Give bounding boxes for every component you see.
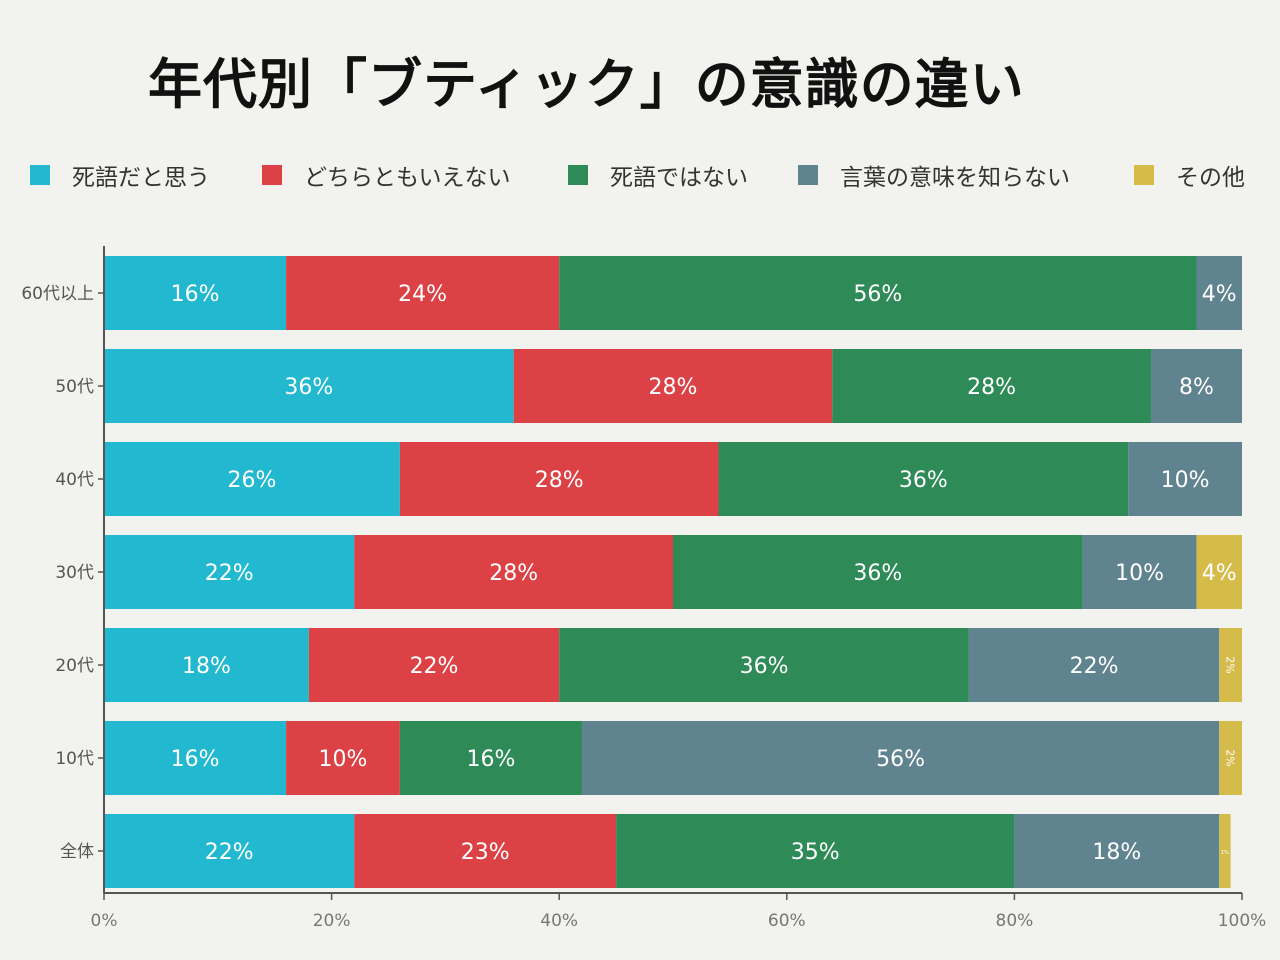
legend-swatch-unknown [798, 165, 818, 185]
legend-label-dochira: どちらともいえない [304, 165, 511, 191]
legend-label-unknown: 言葉の意味を知らない [840, 165, 1070, 191]
data-label: 24% [398, 282, 447, 307]
data-label: 22% [1070, 654, 1119, 679]
legend-item-shigo: 死語だと思う [30, 160, 210, 191]
x-tick-label: 0% [91, 911, 118, 931]
legend-item-unknown: 言葉の意味を知らない [798, 160, 1070, 191]
data-label: 36% [899, 468, 948, 493]
data-label: 36% [740, 654, 789, 679]
data-label: 36% [284, 375, 333, 400]
data-label: 28% [967, 375, 1016, 400]
bar-segment [399, 442, 719, 516]
data-label: 10% [1161, 468, 1210, 493]
legend-label-other: その他 [1176, 165, 1245, 191]
bar-segment [1082, 535, 1197, 609]
bar-segment [1219, 814, 1231, 888]
x-tick-label: 100% [1218, 911, 1267, 931]
bar-segment [718, 442, 1129, 516]
data-label: 16% [466, 747, 515, 772]
bar-segment [308, 628, 560, 702]
data-label: 22% [205, 840, 254, 865]
legend-swatch-dochira [262, 165, 282, 185]
bar-segment [1219, 628, 1242, 702]
bar-segment [1150, 349, 1242, 423]
data-label: 2% [1224, 656, 1237, 673]
bar-segment [673, 535, 1083, 609]
data-label: 35% [791, 840, 840, 865]
data-label: 26% [227, 468, 276, 493]
bar-segment [104, 721, 287, 795]
legend-label-not-shigo: 死語ではない [610, 165, 748, 191]
bar-segment [104, 349, 514, 423]
bar-segment [399, 721, 582, 795]
data-label: 2% [1224, 749, 1237, 766]
x-tick-label: 60% [768, 911, 806, 931]
x-tick-label: 80% [996, 911, 1034, 931]
category-label: 全体 [60, 842, 94, 862]
data-label: 56% [876, 747, 925, 772]
bar-segment [581, 721, 1220, 795]
data-label: 22% [205, 561, 254, 586]
category-label: 10代 [55, 749, 94, 769]
bar-segment [1196, 535, 1242, 609]
bar-segment [832, 349, 1151, 423]
category-label: 60代以上 [21, 284, 94, 304]
bar-segment [286, 256, 560, 330]
bar-segment [1196, 256, 1242, 330]
bar-segment [1219, 721, 1242, 795]
category-label: 50代 [55, 377, 94, 397]
data-label: 56% [853, 282, 902, 307]
x-tick-label: 40% [540, 911, 578, 931]
legend-swatch-other [1134, 165, 1154, 185]
bar-segment [1014, 814, 1220, 888]
bar-segment [559, 256, 1197, 330]
legend-item-not-shigo: 死語ではない [568, 160, 748, 191]
bar-segment [513, 349, 833, 423]
data-label: 16% [171, 747, 220, 772]
bar-segment [559, 628, 969, 702]
data-label: 4% [1202, 561, 1237, 586]
data-label: 10% [319, 747, 368, 772]
category-label: 20代 [55, 656, 94, 676]
data-label: 1% [1221, 850, 1229, 856]
data-label: 36% [853, 561, 902, 586]
bar-segment [1128, 442, 1242, 516]
bar-segment [104, 535, 355, 609]
data-label: 28% [535, 468, 584, 493]
bar-segment [286, 721, 400, 795]
bar-segment [616, 814, 1015, 888]
chart-title: 年代別「ブティック」の意識の違い [148, 53, 1025, 116]
data-label: 23% [461, 840, 510, 865]
data-label: 8% [1179, 375, 1214, 400]
legend-item-dochira: どちらともいえない [262, 160, 511, 191]
data-label: 10% [1115, 561, 1164, 586]
bar-segment [104, 256, 287, 330]
data-label: 4% [1202, 282, 1237, 307]
bar-segment [104, 814, 355, 888]
data-label: 18% [1092, 840, 1141, 865]
category-label: 30代 [55, 563, 94, 583]
data-label: 18% [182, 654, 231, 679]
data-label: 28% [489, 561, 538, 586]
bar-segment [104, 442, 400, 516]
x-tick-label: 20% [313, 911, 351, 931]
bar-segment [354, 814, 617, 888]
bar-segment [354, 535, 673, 609]
bar-segment [104, 628, 309, 702]
data-label: 16% [171, 282, 220, 307]
data-label: 28% [649, 375, 698, 400]
legend-label-shigo: 死語だと思う [72, 165, 210, 191]
legend-item-other: その他 [1134, 160, 1245, 191]
legend-swatch-shigo [30, 165, 50, 185]
category-label: 40代 [55, 470, 94, 490]
data-label: 22% [410, 654, 459, 679]
legend: 死語だと思う どちらともいえない 死語ではない 言葉の意味を知らない その他 [30, 160, 1260, 192]
bar-segment [968, 628, 1220, 702]
legend-swatch-not-shigo [568, 165, 588, 185]
